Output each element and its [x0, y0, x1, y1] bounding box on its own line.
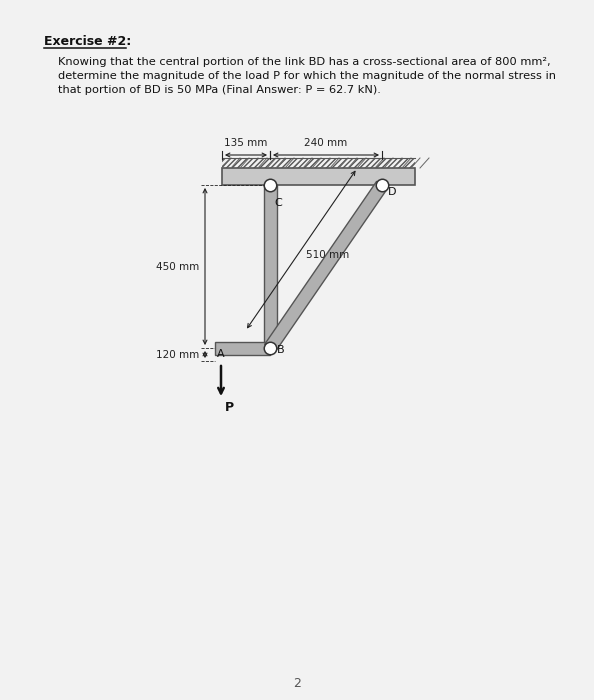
Text: determine the magnitude of the load P for which the magnitude of the normal stre: determine the magnitude of the load P fo…: [58, 71, 556, 81]
Text: B: B: [277, 345, 285, 355]
Polygon shape: [265, 181, 387, 351]
Text: Exercise #2:: Exercise #2:: [44, 35, 131, 48]
Text: A: A: [217, 349, 225, 359]
Text: that portion of BD is 50 MPa (Final Answer: P = 62.7 kN).: that portion of BD is 50 MPa (Final Answ…: [58, 85, 381, 95]
Text: 450 mm: 450 mm: [156, 262, 199, 272]
Text: D: D: [388, 187, 397, 197]
Text: 120 mm: 120 mm: [156, 349, 199, 360]
Text: 510 mm: 510 mm: [307, 249, 349, 260]
Bar: [264, 185, 277, 348]
Text: 2: 2: [293, 677, 301, 690]
Bar: [215, 342, 270, 355]
Bar: [222, 158, 415, 168]
Text: P: P: [225, 401, 234, 414]
Text: 135 mm: 135 mm: [225, 138, 268, 148]
Text: 240 mm: 240 mm: [304, 138, 347, 148]
Bar: [222, 168, 415, 185]
Text: C: C: [274, 198, 282, 208]
Text: Knowing that the central portion of the link BD has a cross-sectional area of 80: Knowing that the central portion of the …: [58, 57, 551, 67]
